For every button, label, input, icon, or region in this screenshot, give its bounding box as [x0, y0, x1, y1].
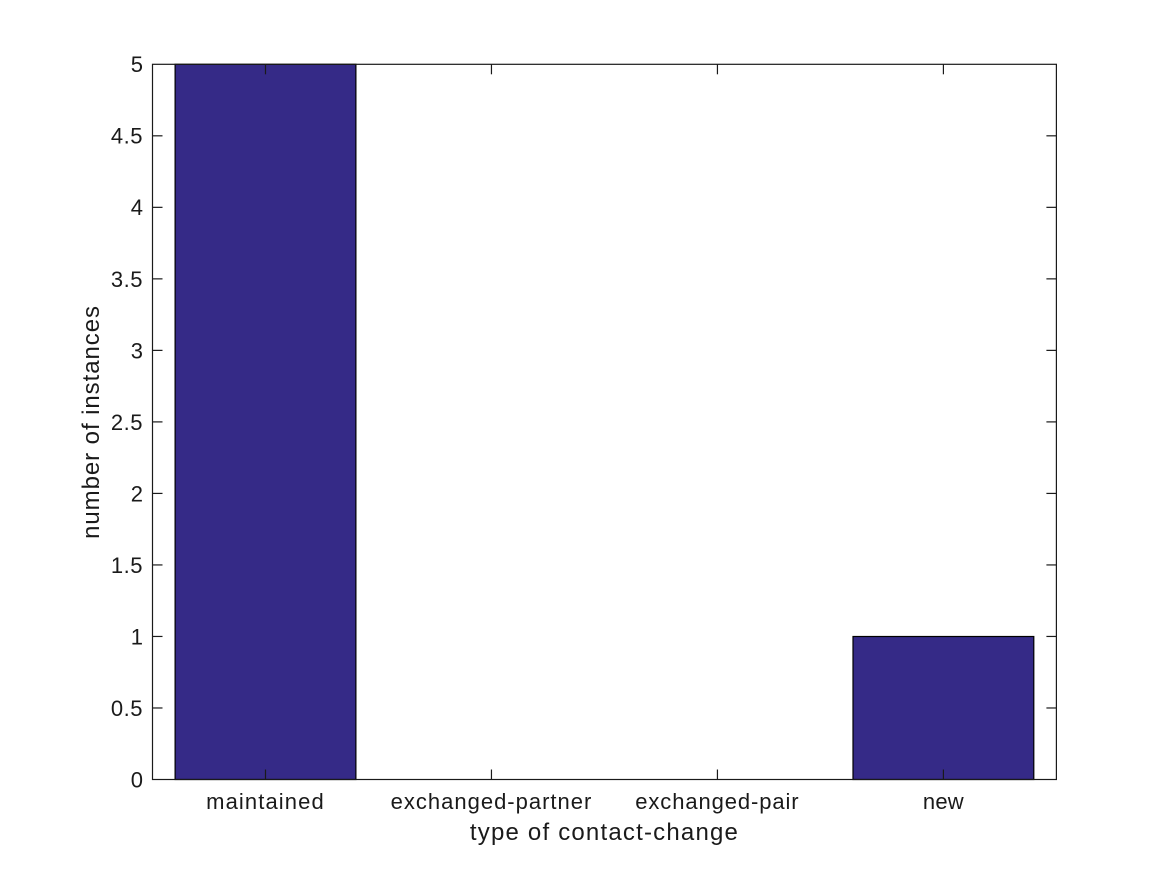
svg-text:3.5: 3.5 [111, 267, 143, 292]
svg-text:5: 5 [131, 52, 143, 77]
svg-text:0.5: 0.5 [111, 696, 143, 721]
svg-text:4: 4 [131, 195, 143, 220]
svg-text:new: new [923, 789, 964, 814]
svg-text:1: 1 [131, 624, 143, 649]
svg-text:number of instances: number of instances [78, 305, 105, 539]
svg-text:exchanged-partner: exchanged-partner [391, 789, 593, 814]
svg-text:exchanged-pair: exchanged-pair [635, 789, 799, 814]
svg-text:3: 3 [131, 338, 143, 363]
svg-text:type of contact-change: type of contact-change [470, 819, 739, 846]
svg-text:0: 0 [131, 767, 143, 792]
svg-text:2: 2 [131, 481, 143, 506]
svg-text:4.5: 4.5 [111, 124, 143, 149]
svg-text:1.5: 1.5 [111, 553, 143, 578]
svg-text:2.5: 2.5 [111, 410, 143, 435]
svg-text:maintained: maintained [206, 789, 325, 814]
